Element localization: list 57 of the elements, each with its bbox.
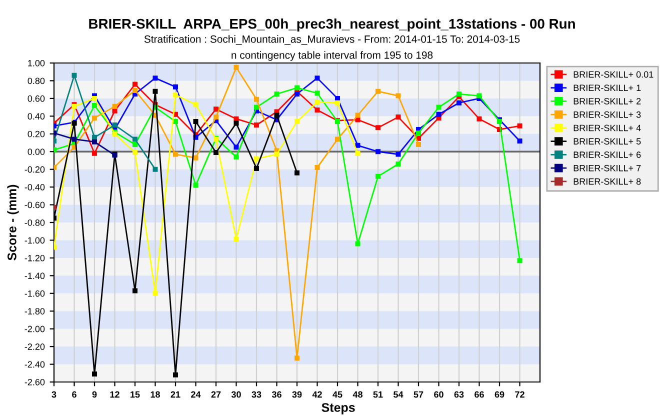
- legend-label: BRIER-SKILL+ 6: [574, 152, 641, 158]
- y-tick-label: -1.60: [24, 290, 45, 297]
- y-tick-label: 0.40: [28, 113, 45, 120]
- legend-label: BRIER-SKILL+ 5: [574, 138, 641, 145]
- x-tick-label: 63: [454, 391, 464, 398]
- x-tick-label: 66: [474, 391, 484, 398]
- legend-label: BRIER-SKILL+ 1: [574, 84, 641, 92]
- x-tick-label: 21: [170, 391, 180, 398]
- x-tick-label: 24: [191, 391, 201, 398]
- y-tick-label: 0.20: [28, 130, 45, 138]
- y-tick-label: -1.40: [24, 272, 45, 280]
- y-tick-label: -0.20: [24, 166, 45, 173]
- x-tick-label: 48: [352, 391, 362, 398]
- x-tick-label: 36: [272, 391, 282, 398]
- y-tick-label: -0.40: [24, 184, 45, 190]
- chart-title: BRIER-SKILL ARPA_EPS_00h_prec3h_nearest_point_13stations - 00 Run: [89, 18, 575, 32]
- x-tick-label: 69: [494, 391, 504, 398]
- x-tick-label: 12: [110, 391, 120, 398]
- legend-label: BRIER-SKILL+ 7: [574, 164, 641, 172]
- x-tick-label: 60: [434, 391, 444, 398]
- x-tick-label: 30: [231, 391, 241, 398]
- y-tick-label: 0.80: [28, 78, 45, 84]
- x-tick-label: 45: [332, 391, 342, 398]
- y-tick-label: -2.40: [24, 361, 45, 368]
- x-tick-label: 9: [92, 391, 97, 398]
- y-tick-label: 1.00: [28, 60, 45, 66]
- x-tick-label: 3: [52, 391, 56, 398]
- y-tick-label: -1.00: [24, 237, 45, 244]
- y-tick-label: 0.00: [28, 148, 45, 155]
- legend-label: BRIER-SKILL+ 0.01: [574, 71, 654, 78]
- y-axis-title: Score - (mm): [7, 184, 19, 260]
- x-tick-label: 18: [150, 391, 160, 398]
- y-tick-label: -2.00: [24, 326, 45, 332]
- x-tick-label: 57: [414, 391, 424, 398]
- y-tick-label: -1.80: [24, 308, 45, 314]
- x-tick-label: 39: [292, 391, 302, 398]
- y-tick-label: -2.60: [24, 378, 45, 386]
- legend-label: BRIER-SKILL+ 2: [574, 98, 641, 104]
- x-tick-label: 54: [394, 391, 404, 398]
- legend-label: BRIER-SKILL+ 4: [574, 124, 641, 132]
- x-axis-title: Steps: [322, 403, 355, 414]
- x-tick-label: 6: [72, 391, 76, 398]
- chart-subtitle: Stratification : Sochi_Mountain_as_Muravievs - From: 2014-01-15 To: 2014-03-15: [144, 35, 520, 45]
- text: n contingency table interval from 195 to 198: [232, 51, 433, 61]
- x-tick-label: 51: [373, 391, 383, 398]
- y-tick-label: -0.60: [24, 202, 45, 208]
- x-tick-label: 72: [515, 391, 524, 398]
- y-tick-label: -2.20: [24, 344, 45, 350]
- x-tick-label: 15: [130, 391, 140, 398]
- x-tick-label: 42: [312, 391, 322, 398]
- y-tick-label: -1.20: [24, 254, 45, 262]
- y-tick-label: -0.80: [24, 219, 45, 226]
- y-tick-label: 0.60: [28, 95, 45, 102]
- x-tick-label: 27: [211, 391, 221, 398]
- legend-label: BRIER-SKILL+ 8: [574, 178, 641, 185]
- x-tick-label: 33: [252, 391, 262, 398]
- legend-label: BRIER-SKILL+ 3: [574, 111, 641, 118]
